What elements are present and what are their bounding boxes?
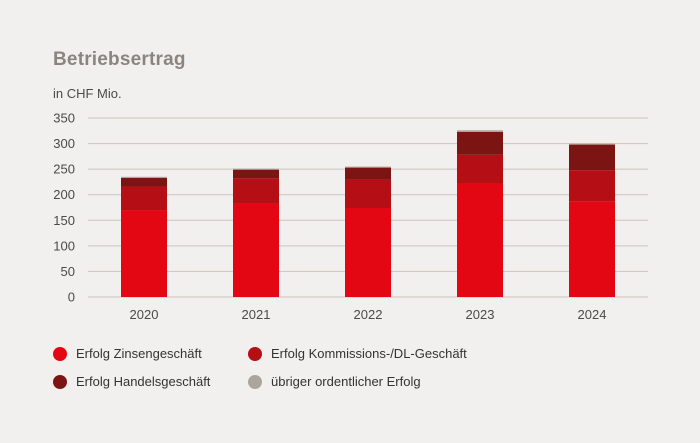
bar-segment-zins (121, 210, 167, 297)
legend-swatch-handel (53, 374, 67, 389)
y-tick-label: 100 (53, 238, 75, 253)
bar-segment-kommission (233, 178, 279, 204)
legend-swatch-kommission (248, 346, 262, 361)
legend-label-kommission: Erfolg Kommissions-/DL-Geschäft (271, 346, 467, 361)
bar-segment-zins (345, 208, 391, 297)
y-tick-label: 150 (53, 213, 75, 228)
bar-segment-handel (233, 169, 279, 179)
x-tick-label: 2023 (466, 307, 495, 322)
bar-segment-kommission (457, 154, 503, 184)
legend-item-uebriger: übriger ordentlicher Erfolg (248, 374, 421, 389)
bar-segment-uebriger (233, 168, 279, 170)
bar-segment-uebriger (457, 130, 503, 132)
bar-chart: 0 50 100 150 200 250 300 350 2020 2021 2022 2023 202… (53, 111, 648, 322)
bar-segment-kommission (569, 170, 615, 202)
x-tick-label: 2022 (354, 307, 383, 322)
bar-segment-uebriger (345, 166, 391, 168)
y-tick-label: 350 (53, 111, 75, 126)
legend-label-zins: Erfolg Zinsengeschäft (76, 346, 202, 361)
y-tick-label: 250 (53, 162, 75, 177)
bar-segment-kommission (121, 186, 167, 211)
legend-item-handel: Erfolg Handelsgeschäft (53, 374, 210, 389)
bar-segment-handel (569, 144, 615, 171)
y-tick-label: 50 (61, 264, 75, 279)
legend-label-uebriger: übriger ordentlicher Erfolg (271, 374, 421, 389)
y-tick-label: 200 (53, 187, 75, 202)
x-tick-label: 2021 (242, 307, 271, 322)
legend-item-kommission: Erfolg Kommissions-/DL-Geschäft (248, 346, 467, 361)
bar-segment-handel (345, 167, 391, 180)
bar-segment-kommission (345, 179, 391, 209)
bar-segment-handel (121, 177, 167, 187)
bar-segment-uebriger (121, 176, 167, 178)
y-tick-label: 0 (68, 290, 75, 305)
bar-segment-zins (457, 183, 503, 297)
bar-segment-zins (233, 203, 279, 297)
legend-swatch-zins (53, 346, 67, 361)
x-tick-label: 2020 (130, 307, 159, 322)
legend: Erfolg Zinsengeschäft Erfolg Kommissions… (53, 346, 653, 406)
legend-label-handel: Erfolg Handelsgeschäft (76, 374, 211, 389)
legend-swatch-uebriger (248, 374, 262, 389)
x-tick-label: 2024 (578, 307, 607, 322)
bar-segment-handel (457, 131, 503, 155)
chart-title: Betriebsertrag (53, 49, 186, 70)
unit-label: in CHF Mio. (53, 86, 122, 101)
bar-segment-zins (569, 201, 615, 297)
legend-item-zins: Erfolg Zinsengeschäft (53, 346, 202, 361)
bar-segment-uebriger (569, 143, 615, 145)
y-tick-label: 300 (53, 136, 75, 151)
